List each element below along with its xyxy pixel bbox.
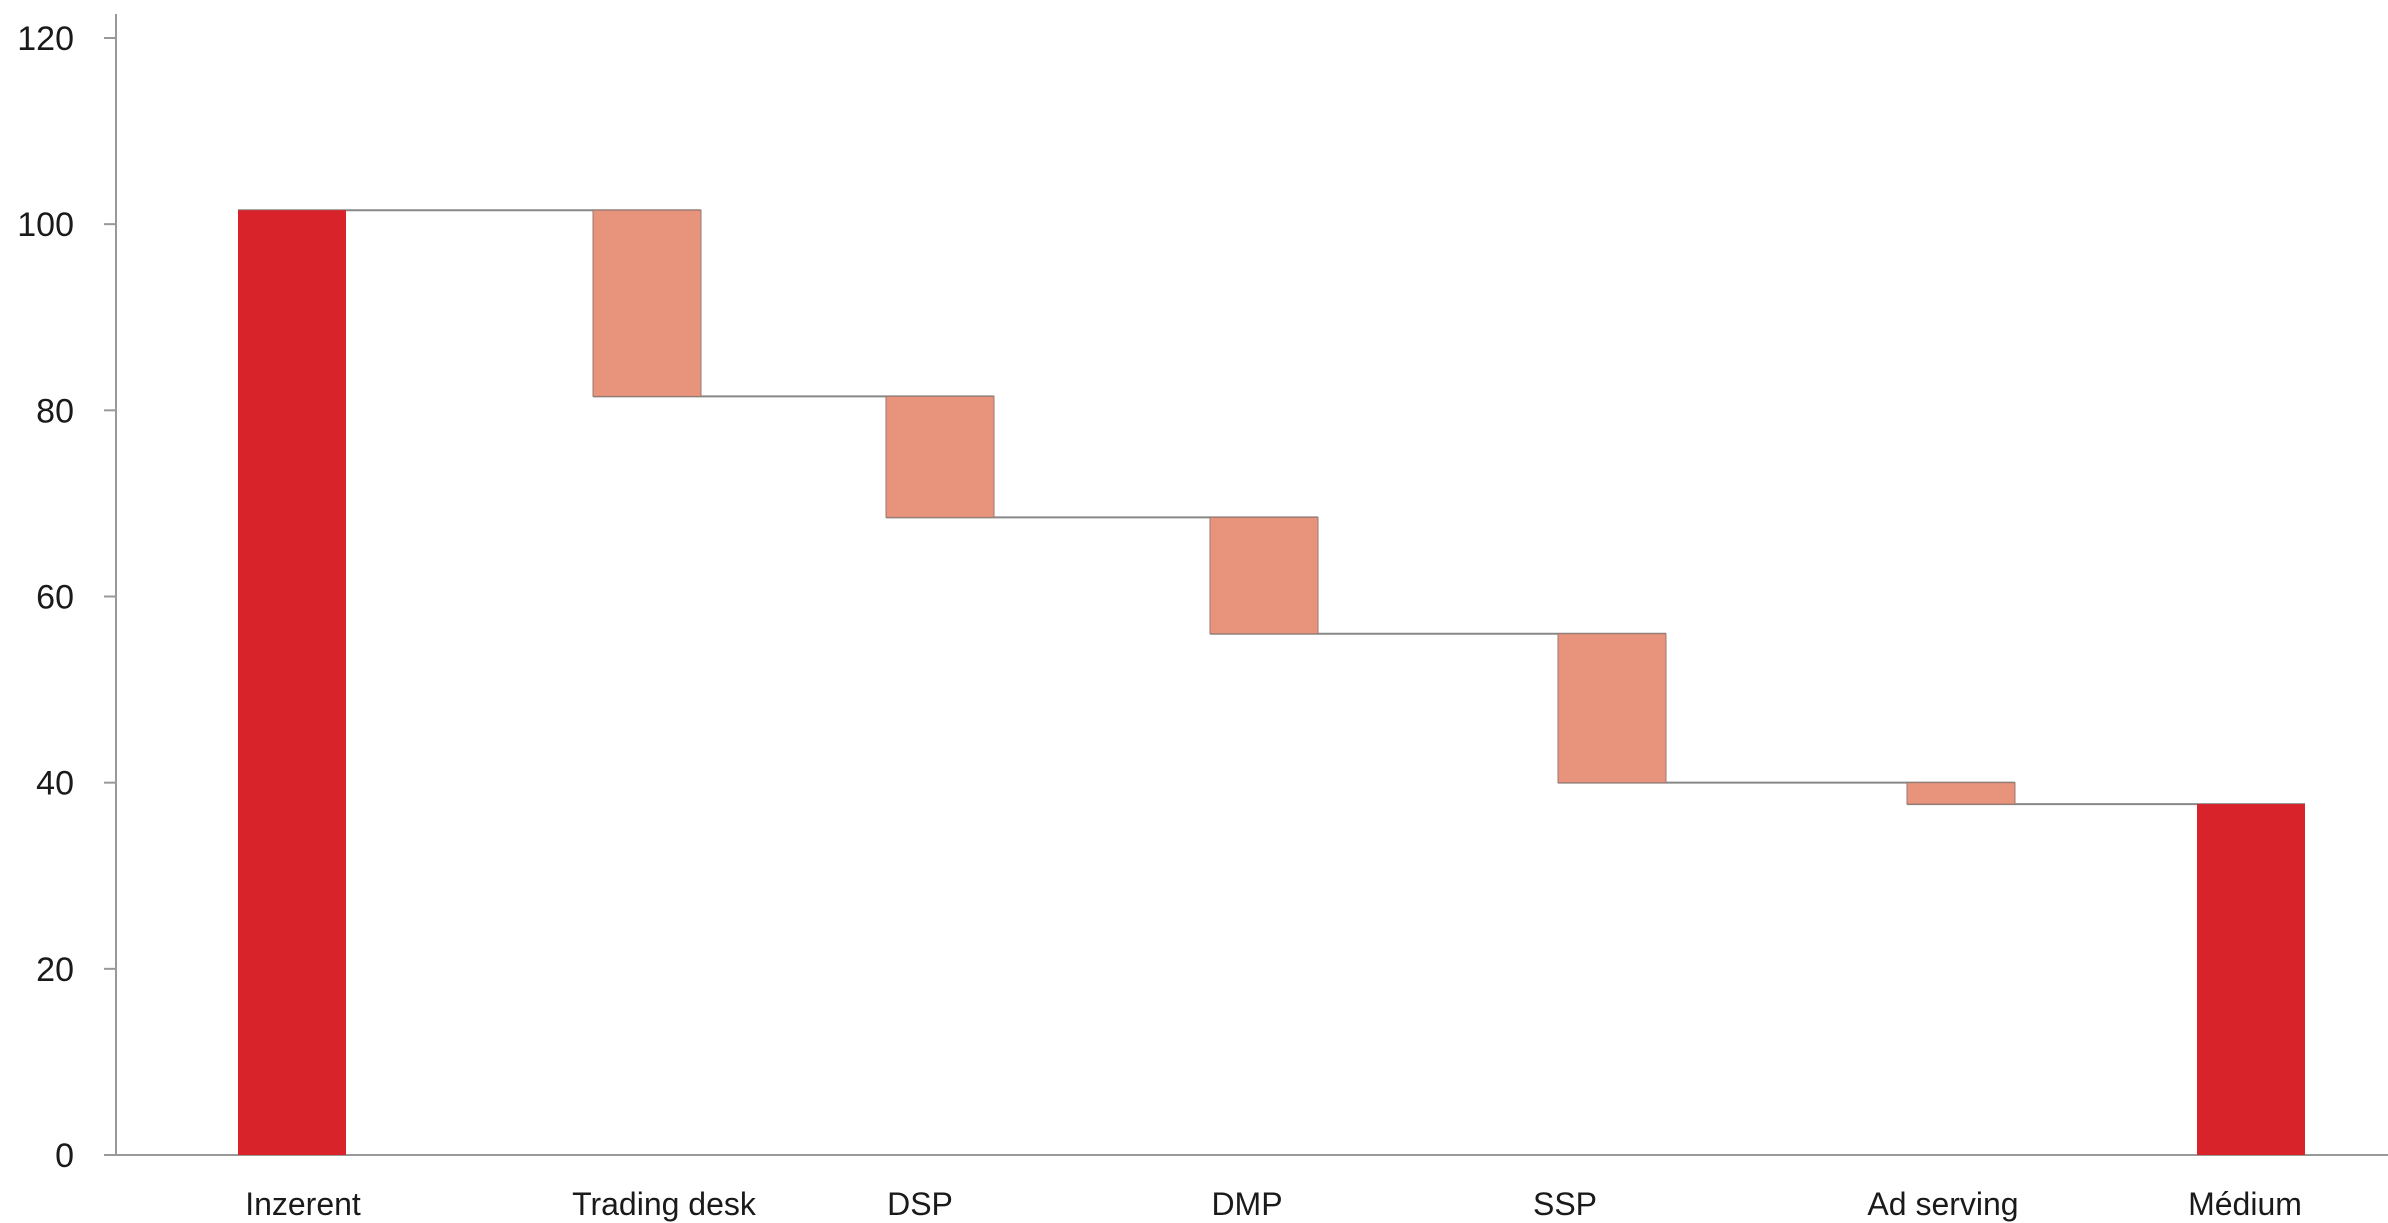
y-tick-label: 0 <box>55 1137 74 1175</box>
y-tick-label: 20 <box>36 951 74 989</box>
y-tick-label: 100 <box>17 206 74 244</box>
total-bar <box>238 210 346 1155</box>
y-axis: 0 20 40 60 80 100 120 <box>17 14 117 1175</box>
connector-lines <box>238 209 2305 806</box>
decrease-bar <box>1557 633 1667 784</box>
y-ticks: 0 20 40 60 80 100 120 <box>17 20 116 1175</box>
decrease-bar <box>1209 516 1319 635</box>
decrease-bar <box>1906 782 2016 805</box>
x-labels: Inzerent Trading desk DSP DMP SSP Ad serving M… <box>245 1186 2302 1222</box>
category-label: Médium <box>2188 1186 2302 1222</box>
y-tick-label: 80 <box>36 392 74 430</box>
category-label: SSP <box>1533 1186 1597 1222</box>
x-axis: Inzerent Trading desk DSP DMP SSP Ad serving M… <box>116 1154 2388 1222</box>
category-label: Inzerent <box>245 1186 361 1222</box>
category-label: Ad serving <box>1867 1186 2018 1222</box>
decrease-bar <box>885 395 995 518</box>
y-tick-label: 40 <box>36 765 74 803</box>
category-label: DSP <box>887 1186 953 1222</box>
total-bar <box>2197 804 2305 1155</box>
category-label: DMP <box>1211 1186 1282 1222</box>
bars <box>238 209 2305 1155</box>
y-tick-label: 60 <box>36 579 74 617</box>
decrease-bar <box>592 209 702 397</box>
category-label: Trading desk <box>572 1186 757 1222</box>
y-tick-label: 120 <box>17 20 74 58</box>
